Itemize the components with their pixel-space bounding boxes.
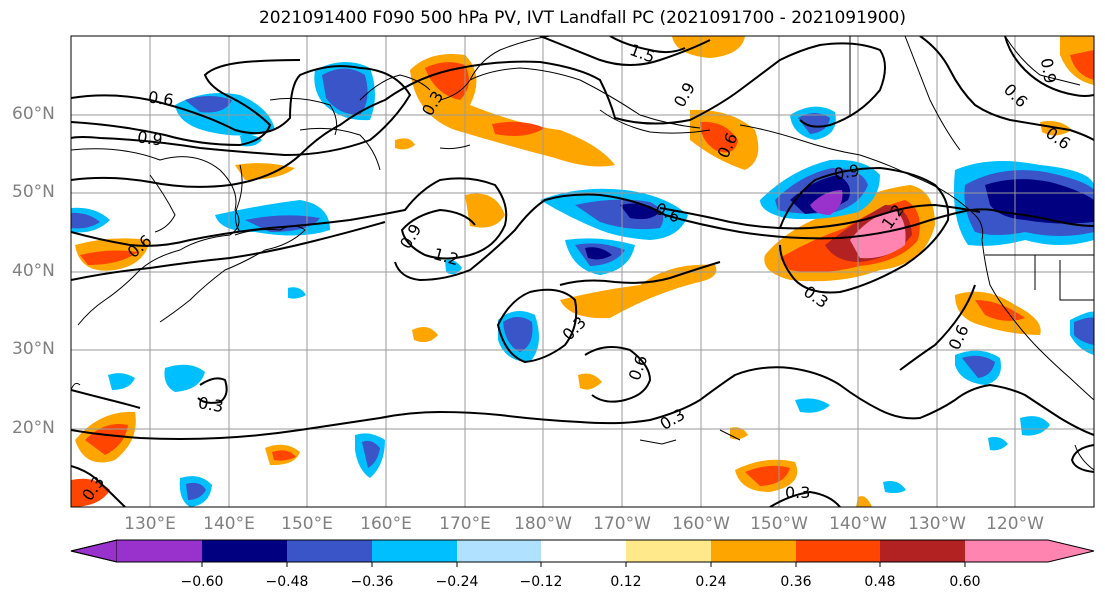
lon-label: 130°E (124, 514, 176, 534)
contour-label: 0.9 (136, 127, 164, 149)
positive-anomaly-shading (71, 36, 1094, 507)
contour-label: 0.9 (833, 161, 861, 184)
colorbar-tick-label: 0.24 (695, 574, 727, 590)
colorbar-bin (372, 540, 457, 562)
colorbar (70, 539, 1095, 567)
lon-label: 160°W (672, 514, 730, 534)
colorbar-bin (457, 540, 541, 562)
colorbar-bin (796, 540, 880, 562)
lon-label: 140°W (829, 514, 887, 534)
colorbar-tick-label: −0.24 (435, 574, 479, 590)
lat-label: 60°N (12, 104, 55, 124)
map-frame (70, 35, 1095, 508)
lon-label: 160°E (360, 514, 412, 534)
colorbar-bin (711, 540, 796, 562)
colorbar-bin (965, 540, 1048, 562)
colorbar-tick-label: 0.36 (780, 574, 812, 590)
map-plot-area (71, 36, 1094, 507)
lon-label: 170°E (439, 514, 491, 534)
colorbar-bin (117, 540, 202, 562)
colorbar-bin (626, 540, 711, 562)
lat-label: 40°N (12, 261, 55, 281)
colorbar-bin (1048, 540, 1094, 562)
lon-label: 150°E (281, 514, 333, 534)
lat-label: 20°N (12, 418, 55, 438)
lat-label: 30°N (12, 339, 55, 359)
lat-label: 50°N (12, 182, 55, 202)
lon-label: 180°W (514, 514, 572, 534)
map-title: 2021091400 F090 500 hPa PV, IVT Landfall… (258, 8, 906, 28)
colorbar-bin (202, 540, 287, 562)
colorbar-bin (880, 540, 965, 562)
colorbar-bin (70, 539, 118, 563)
colorbar-tick-label: −0.60 (180, 574, 224, 590)
colorbar-tick-label: 0.60 (949, 574, 981, 590)
colorbar-outline (70, 539, 1095, 563)
colorbar-tick-label: 0.48 (864, 574, 896, 590)
lon-label: 140°E (203, 514, 255, 534)
colorbar-tick-label: −0.12 (519, 574, 563, 590)
lon-label: 120°W (986, 514, 1044, 534)
colorbar-bin (287, 540, 372, 562)
lon-label: 130°W (908, 514, 966, 534)
negative-anomaly-shading (71, 61, 1094, 507)
colorbar-ticks (201, 562, 966, 567)
lon-label: 170°W (593, 514, 651, 534)
contour-label: 0.3 (197, 393, 225, 416)
contour-label: 0.9 (1037, 57, 1060, 85)
colorbar-tick-label: 0.12 (610, 574, 642, 590)
pv-contours (71, 36, 1094, 507)
contour-label: 0.3 (785, 483, 810, 502)
lon-label: 150°W (750, 514, 808, 534)
colorbar-tick-label: −0.48 (265, 574, 309, 590)
colorbar-tick-label: −0.36 (350, 574, 394, 590)
colorbar-bin (541, 540, 626, 562)
contour-label: 0.6 (147, 87, 175, 109)
